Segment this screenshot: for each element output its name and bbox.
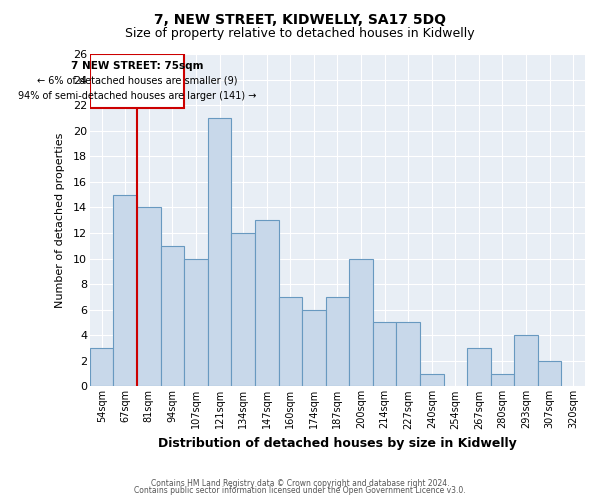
Text: Size of property relative to detached houses in Kidwelly: Size of property relative to detached ho… <box>125 28 475 40</box>
Bar <box>302 310 326 386</box>
Bar <box>397 322 420 386</box>
Text: Contains public sector information licensed under the Open Government Licence v3: Contains public sector information licen… <box>134 486 466 495</box>
Y-axis label: Number of detached properties: Number of detached properties <box>55 132 65 308</box>
Bar <box>326 297 349 386</box>
Bar <box>90 348 113 387</box>
Bar <box>420 374 443 386</box>
Bar <box>137 208 161 386</box>
Text: 94% of semi-detached houses are larger (141) →: 94% of semi-detached houses are larger (… <box>18 90 256 101</box>
Bar <box>232 233 255 386</box>
X-axis label: Distribution of detached houses by size in Kidwelly: Distribution of detached houses by size … <box>158 437 517 450</box>
Text: 7 NEW STREET: 75sqm: 7 NEW STREET: 75sqm <box>71 60 203 70</box>
Bar <box>467 348 491 387</box>
Text: 7, NEW STREET, KIDWELLY, SA17 5DQ: 7, NEW STREET, KIDWELLY, SA17 5DQ <box>154 12 446 26</box>
Bar <box>255 220 278 386</box>
Bar <box>208 118 232 386</box>
Bar <box>113 194 137 386</box>
Bar <box>161 246 184 386</box>
Bar <box>184 258 208 386</box>
Text: ← 6% of detached houses are smaller (9): ← 6% of detached houses are smaller (9) <box>37 76 238 86</box>
Bar <box>514 336 538 386</box>
FancyBboxPatch shape <box>90 54 184 108</box>
Bar <box>349 258 373 386</box>
Bar <box>538 361 562 386</box>
Text: Contains HM Land Registry data © Crown copyright and database right 2024.: Contains HM Land Registry data © Crown c… <box>151 478 449 488</box>
Bar <box>278 297 302 386</box>
Bar <box>373 322 397 386</box>
Bar <box>491 374 514 386</box>
